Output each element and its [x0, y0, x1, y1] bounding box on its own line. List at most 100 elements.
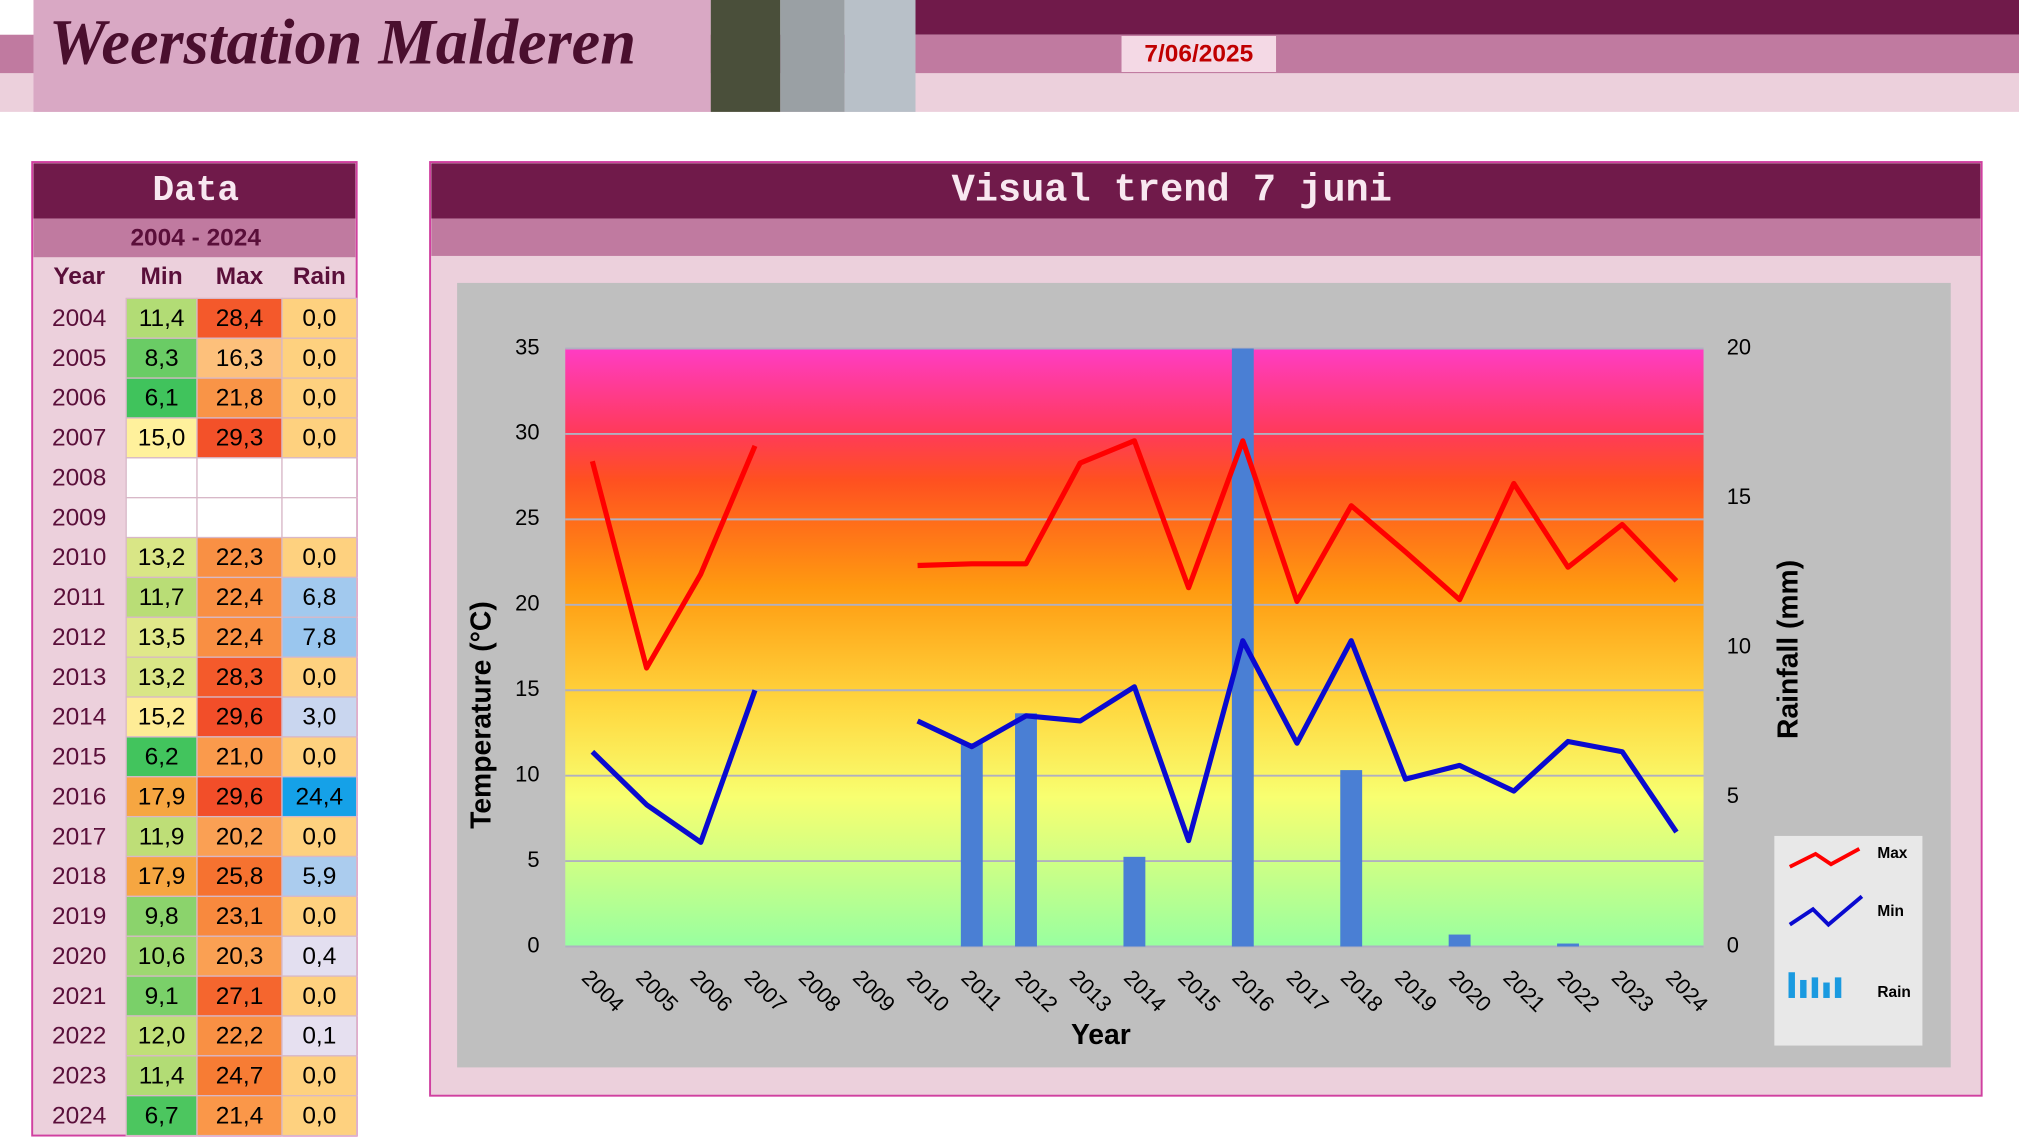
table-cell: [196, 297, 283, 339]
legend-box: [1774, 835, 1923, 1046]
legend-label: Min: [1877, 903, 1904, 920]
table-value: 22,4: [216, 624, 264, 651]
table-title-band: [33, 163, 356, 219]
table-value: 27,1: [216, 983, 264, 1010]
table-value: 16,3: [216, 345, 264, 372]
table-value: 9,1: [145, 983, 179, 1010]
table-value: 24,7: [216, 1063, 264, 1090]
legend-swatch: [1788, 972, 1795, 998]
bar: [1340, 770, 1363, 947]
table-cell: [196, 1055, 283, 1097]
column-header: Min: [141, 263, 183, 290]
table-cell: [196, 457, 283, 499]
bar: [960, 743, 983, 947]
legend-swatch: [1788, 847, 1861, 869]
line: [590, 638, 1679, 845]
year: 2015: [52, 744, 106, 771]
table-value: 11,4: [139, 305, 185, 332]
year: 2004: [52, 305, 106, 332]
table-value: 22,3: [216, 544, 264, 571]
table-cell: [281, 776, 358, 818]
table-value: 13,5: [138, 624, 186, 651]
table-cell: [281, 337, 358, 379]
y2-tick-label: 5: [1727, 783, 1739, 808]
table-value: 11,4: [139, 1063, 185, 1090]
table-value: 29,6: [216, 704, 264, 731]
legend-label: Rain: [1877, 984, 1910, 1001]
table-value: 11,9: [139, 823, 185, 850]
table-value: 17,9: [138, 783, 186, 810]
legend-label: Max: [1877, 845, 1907, 862]
legend-swatch: [1834, 977, 1842, 998]
table-cell: [281, 1095, 358, 1137]
year: 2010: [52, 544, 106, 571]
chart-subtitle-band: [431, 218, 1981, 256]
year: 2007: [52, 425, 106, 452]
site-title: Weerstation Malderen: [49, 7, 636, 78]
table-value: 20,3: [216, 943, 264, 970]
table-value: 7,8: [302, 624, 336, 651]
table-value: 21,8: [216, 385, 264, 412]
y2-tick-label: 10: [1727, 633, 1751, 658]
y2-axis-label: Rainfall (mm): [1771, 560, 1803, 739]
table-cell: [281, 1055, 358, 1097]
table-cell: [196, 1095, 283, 1137]
table-value: 13,2: [138, 664, 186, 691]
photo: [780, 0, 845, 112]
table-cell: [281, 895, 358, 937]
y-tick-label: 15: [515, 676, 539, 701]
table-value: 0,0: [302, 385, 336, 412]
legend-swatch: [1811, 977, 1819, 998]
table: Year Min Max Rain 2004 11,4 28,4 0,0 2005 8,3 16,3…: [52, 263, 358, 1137]
table-value: 0,0: [302, 544, 336, 571]
title-box: [33, 0, 711, 112]
legend: Max Min Rain: [1788, 845, 1911, 1001]
legend-swatch: [1788, 894, 1864, 928]
column-header: Rain: [293, 263, 346, 290]
table-cell: [125, 576, 198, 618]
photo: [844, 0, 916, 112]
table-value: 9,8: [145, 903, 179, 930]
table-cell: [125, 935, 198, 977]
table-value: 0,0: [302, 983, 336, 1010]
table-value: 17,9: [138, 863, 186, 890]
header-band: [915, 0, 2019, 35]
table-cell: [281, 696, 358, 738]
table-cell: [125, 815, 198, 858]
year: 2020: [52, 943, 106, 970]
bar: [1015, 713, 1037, 947]
table-cell: [281, 935, 358, 977]
table-value: 0,0: [302, 425, 336, 452]
year: 2006: [52, 385, 106, 412]
table-value: 0,0: [302, 345, 336, 372]
table-value: 15,2: [138, 704, 186, 731]
table-value: 22,2: [216, 1023, 264, 1050]
table-value: 0,0: [302, 305, 336, 332]
year: 2013: [52, 664, 106, 691]
year: 2021: [52, 983, 106, 1010]
table-cell: [125, 337, 198, 379]
legend-swatch: [1800, 979, 1807, 998]
legend-swatch: [1823, 982, 1830, 998]
table-value: 0,0: [302, 1102, 336, 1129]
y2-tick-label: 15: [1727, 484, 1751, 509]
bar: [1123, 856, 1146, 947]
table-value: 0,1: [302, 1023, 336, 1050]
y-tick-label: 0: [527, 932, 539, 957]
table-value: 0,4: [302, 943, 336, 970]
table-value: 5,9: [302, 863, 336, 890]
table-value: 13,2: [138, 544, 186, 571]
y-tick-label: 35: [515, 334, 539, 359]
table-value: 28,4: [216, 305, 264, 332]
table-value: 29,3: [216, 425, 264, 452]
date: 7/06/2025: [1144, 41, 1253, 68]
year: 2022: [52, 1023, 106, 1050]
table-cell: [196, 616, 283, 658]
table-cell: [125, 457, 198, 499]
table-cell: [125, 1015, 198, 1057]
table-cell: [281, 815, 358, 858]
table-cell: [281, 656, 358, 698]
table-cell: [281, 497, 358, 539]
table-value: 22,4: [216, 584, 264, 611]
